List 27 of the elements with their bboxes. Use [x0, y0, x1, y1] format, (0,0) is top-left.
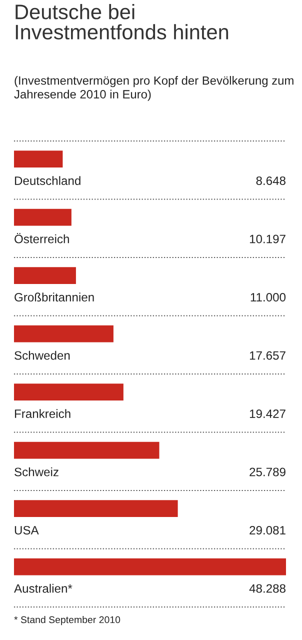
data-label: 25.789	[250, 468, 286, 476]
bar	[14, 267, 76, 284]
y-tick-label: Großbritannien	[14, 292, 94, 302]
annotation: * Stand September 2010	[14, 616, 120, 626]
y-tick-label: Frankreich	[14, 409, 70, 418]
y-tick-label: Österreich	[14, 233, 69, 244]
data-label: 19.427	[250, 409, 286, 418]
bar	[14, 558, 286, 576]
y-tick-label: USA	[14, 526, 39, 535]
bar	[14, 325, 114, 342]
data-label: 29.081	[250, 526, 286, 535]
data-label: 11.000	[250, 292, 286, 302]
y-tick-label: Schweiz	[14, 467, 58, 476]
data-label: 8.648	[256, 176, 286, 186]
y-tick-label: Australien*	[14, 584, 72, 593]
data-label: 10.197	[250, 234, 286, 244]
bar	[14, 500, 178, 518]
chart-subtitle: (Investmentvermögen pro Kopf der Bevölkerung zum Jahresende 2010 in Euro)	[14, 76, 294, 101]
bar	[14, 150, 63, 168]
y-tick-label: Schweden	[14, 350, 70, 360]
bar	[14, 208, 72, 226]
bar	[14, 442, 160, 459]
data-label: 48.288	[249, 584, 286, 593]
y-tick-label: Deutschland	[14, 176, 80, 186]
chart-title: Deutsche bei Investmentfonds hinten	[16, 4, 228, 40]
data-label: 17.657	[250, 351, 286, 360]
bar	[14, 384, 124, 401]
